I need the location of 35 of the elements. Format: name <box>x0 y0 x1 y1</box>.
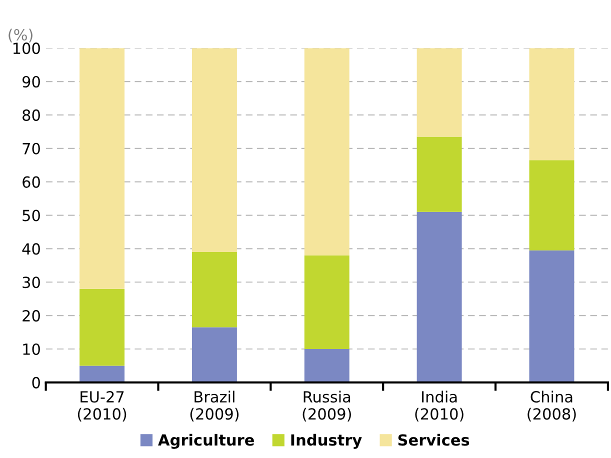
bar <box>192 48 237 252</box>
bar <box>80 48 125 289</box>
bar <box>304 255 350 349</box>
y-axis-title: (%) <box>8 28 32 42</box>
x-tick-label: China (2008) <box>528 390 576 422</box>
bar <box>80 288 125 366</box>
bar <box>192 327 237 382</box>
bar <box>416 48 462 137</box>
bar <box>416 136 462 212</box>
y-tick-label: 40 <box>22 243 40 255</box>
bar <box>304 348 350 382</box>
bar <box>80 366 125 382</box>
bar <box>529 160 574 250</box>
y-tick-label: 10 <box>23 343 40 356</box>
y-tick-label: 0 <box>32 376 40 388</box>
x-tick-label: Brazil (2009) <box>190 390 239 422</box>
x-tick-label: India (2010) <box>415 390 464 422</box>
y-tick-label: 90 <box>22 76 40 88</box>
y-tick-label: 70 <box>22 142 40 154</box>
y-tick-label: 80 <box>22 109 40 121</box>
legend-label: Agriculture <box>158 434 254 449</box>
bar <box>529 250 574 382</box>
bar <box>192 252 237 328</box>
x-tick-label: Russia (2009) <box>302 390 351 422</box>
y-tick-label: 50 <box>22 210 40 222</box>
bar <box>529 48 574 160</box>
bar <box>304 48 350 256</box>
x-tick-label: EU-27 (2010) <box>78 391 126 422</box>
bar <box>416 212 462 382</box>
legend-label: Services <box>398 434 470 446</box>
y-tick-label: 60 <box>22 176 40 188</box>
y-tick-label: 100 <box>13 42 40 54</box>
y-tick-label: 30 <box>22 276 40 288</box>
y-tick-label: 20 <box>22 310 40 322</box>
legend-label: Industry <box>291 434 362 449</box>
